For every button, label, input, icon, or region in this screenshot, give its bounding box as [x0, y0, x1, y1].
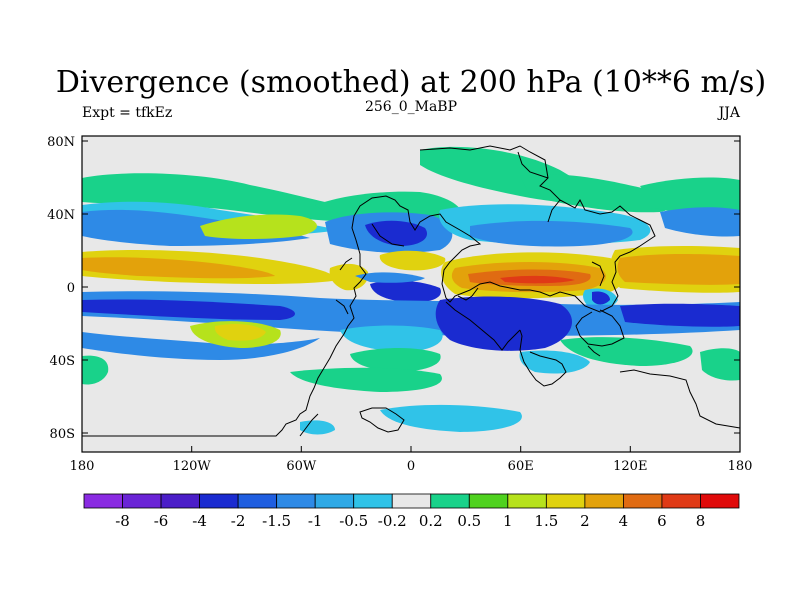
colorbar-box — [584, 493, 624, 509]
contour-weak-neg-south-indian — [519, 350, 590, 374]
contour-pos-north-pacific — [200, 214, 317, 239]
contour-strong-neg-tropical-atlantic — [370, 280, 441, 303]
contour-strong-neg-maritime — [592, 291, 610, 305]
colorbar-label: 2 — [580, 512, 590, 530]
lon-axis: 180 120W 60W 0 60E 120E 180 — [70, 446, 753, 474]
contour-mod-neg-south-pacific — [82, 332, 320, 360]
season-label: JJA — [717, 105, 741, 121]
colorbar-label: 1.5 — [534, 512, 558, 530]
lat-tick-40s: 40S — [50, 354, 75, 369]
colorbar-label: 0.5 — [457, 512, 481, 530]
colorbar-label: 1 — [503, 512, 513, 530]
colorbar-box — [160, 493, 200, 509]
colorbar-label: 4 — [619, 512, 629, 530]
colorbar-label: -6 — [154, 512, 169, 530]
colorbar-label: 6 — [657, 512, 667, 530]
lon-tick-60e: 60E — [508, 459, 534, 474]
contour-weak-neg-south-atlantic — [340, 325, 443, 352]
contour-strong-pos-south-pacific — [214, 324, 266, 341]
contour-mod-neg-asia — [470, 220, 633, 247]
lon-tick-180-east: 180 — [728, 459, 753, 474]
lon-tick-120w: 120W — [173, 459, 212, 474]
lat-tick-0: 0 — [67, 281, 75, 296]
experiment-label: Expt = tfkEz — [82, 105, 172, 121]
colorbar-box — [623, 493, 663, 509]
lat-tick-80s: 80S — [50, 427, 75, 442]
colorbar-label: -2 — [231, 512, 246, 530]
colorbar-label: -0.5 — [339, 512, 368, 530]
colorbar-box — [122, 493, 162, 509]
colorbar-label: 8 — [696, 512, 706, 530]
colorbar-box — [276, 493, 316, 509]
colorbar-box — [83, 493, 123, 509]
contour-weak-pos-south-atlantic — [350, 348, 441, 372]
colorbar-box — [430, 493, 470, 509]
map-title: Divergence (smoothed) at 200 hPa (10**6 … — [56, 65, 766, 100]
lat-tick-40n: 40N — [47, 208, 75, 223]
colorbar-box — [545, 493, 586, 509]
colorbar-box — [468, 493, 509, 509]
contour-weak-pos-n1 — [82, 173, 360, 222]
contour-strong-neg-south-atlantic — [435, 296, 572, 351]
lon-tick-0: 0 — [407, 459, 415, 474]
contour-neg-nw-pacific — [660, 207, 740, 237]
contour-weak-pos-southern-ocean — [82, 355, 109, 385]
contour-pos-atlantic — [379, 250, 446, 271]
lon-tick-180-west: 180 — [70, 459, 95, 474]
colorbar-label: -1 — [308, 512, 323, 530]
contour-strong-pos-west-pacific — [617, 254, 740, 285]
contour-strong-pos-tropical-pacific — [82, 257, 275, 279]
colorbar-box — [700, 493, 740, 509]
contour-strong-neg-southern-band — [82, 299, 295, 320]
contour-weak-pos-nw-pacific — [640, 177, 740, 217]
contour-strong-neg-north-america — [365, 220, 428, 246]
run-label: 256_0_MaBP — [365, 99, 457, 115]
lon-tick-120e: 120E — [613, 459, 647, 474]
contour-max-pos-asian-monsoon — [500, 275, 575, 284]
colorbar-box — [314, 493, 355, 509]
contour-neg-tropical-atlantic — [355, 272, 425, 283]
colorbar-box — [199, 493, 239, 509]
colorbar-label: 0.2 — [419, 512, 443, 530]
contour-weak-pos-southeast-pacific — [700, 348, 740, 381]
colorbar-box — [391, 493, 432, 509]
colorbar: -8 -6 -4 -2 -1.5 -1 -0.5 -0.2 0.2 0.5 1 1.5 2 4 6 8 — [83, 493, 740, 530]
colorbar-box — [237, 493, 278, 509]
colorbar-box — [661, 493, 701, 509]
colorbar-label: -4 — [192, 512, 207, 530]
colorbar-label: -0.2 — [378, 512, 407, 530]
lat-tick-80n: 80N — [47, 135, 75, 150]
contour-weak-pos-siberia — [520, 174, 671, 213]
contour-weak-pos-southern-ring — [290, 367, 442, 392]
colorbar-box — [353, 493, 393, 509]
contour-weak-neg-antarctic — [380, 404, 522, 432]
lon-tick-60w: 60W — [286, 459, 317, 474]
colorbar-label: -1.5 — [262, 512, 291, 530]
map-panel: 80N 40N 0 40S 80S 180 120W 60W 0 60E 120… — [47, 135, 752, 474]
continent-outlines — [82, 145, 741, 437]
colorbar-label: -8 — [115, 512, 130, 530]
lat-axis: 80N 40N 0 40S 80S — [47, 135, 740, 442]
colorbar-box — [507, 493, 547, 509]
contour-strong-neg-south-indian — [620, 303, 740, 327]
